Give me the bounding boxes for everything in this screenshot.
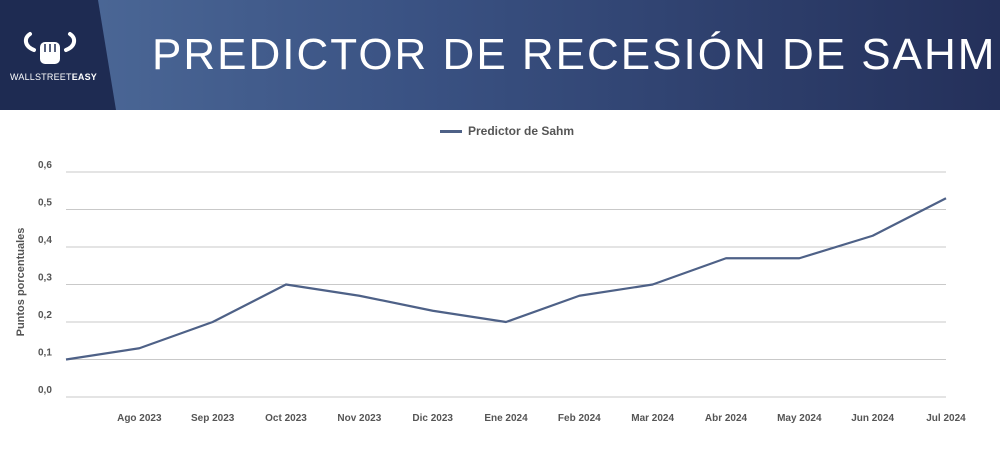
y-tick-label: 0,2	[38, 310, 52, 321]
y-tick-label: 0,4	[38, 235, 52, 246]
y-axis-ticks: 0,0 0,1 0,2 0,3 0,4 0,5 0,6	[38, 160, 52, 396]
y-tick-label: 0,3	[38, 273, 52, 284]
series-line-predictor-de-sahm	[65, 197, 947, 361]
grid-lines	[66, 171, 946, 398]
x-tick-label: Ene 2024	[484, 413, 528, 424]
logo-wordmark: WALLSTREETEASY	[10, 72, 97, 82]
logo-text-1: WALLSTREET	[10, 72, 72, 82]
y-tick-label: 0,5	[38, 198, 52, 209]
x-tick-label: Jun 2024	[851, 413, 894, 424]
legend-label: Predictor de Sahm	[468, 124, 575, 138]
x-tick-label: Oct 2023	[265, 413, 307, 424]
y-tick-label: 0,6	[38, 160, 52, 171]
page-title: PREDICTOR DE RECESIÓN DE SAHM	[152, 30, 997, 79]
y-axis-label: Puntos porcentuales	[15, 228, 27, 337]
logo-text-2: EASY	[71, 72, 97, 82]
header-banner: WALLSTREETEASY PREDICTOR DE RECESIÓN DE …	[0, 0, 1000, 110]
x-tick-label: Dic 2023	[412, 413, 453, 424]
x-axis-ticks: Ago 2023 Sep 2023 Oct 2023 Nov 2023 Dic 2023…	[117, 413, 966, 424]
wallstreeteasy-logo: WALLSTREETEASY	[10, 28, 97, 88]
chart-legend: Predictor de Sahm	[440, 124, 574, 138]
x-tick-label: Feb 2024	[558, 413, 601, 424]
header-gradient-band	[98, 0, 1000, 110]
x-tick-label: Mar 2024	[631, 413, 674, 424]
x-tick-label: Jul 2024	[926, 413, 966, 424]
x-tick-label: Abr 2024	[705, 413, 748, 424]
x-tick-label: Sep 2023	[191, 413, 235, 424]
y-tick-label: 0,1	[38, 348, 52, 359]
line-chart: 0,0 0,1 0,2 0,3 0,4 0,5 0,6 Ago 2023 Sep 2023 Oc…	[15, 160, 966, 424]
bull-fist-icon	[23, 32, 77, 64]
x-tick-label: May 2024	[777, 413, 822, 424]
x-tick-label: Nov 2023	[337, 413, 381, 424]
legend-swatch	[440, 129, 462, 133]
x-tick-label: Ago 2023	[117, 413, 162, 424]
series-group	[65, 197, 947, 361]
y-tick-label: 0,0	[38, 385, 52, 396]
